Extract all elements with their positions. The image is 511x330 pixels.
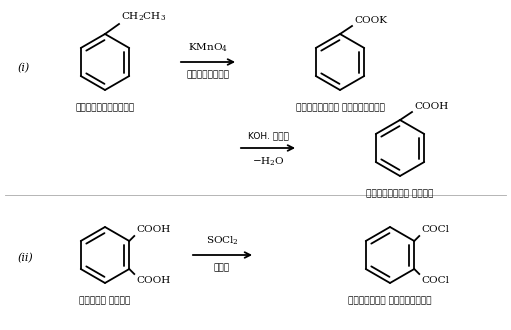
Text: $\mathregular{KMnO_4}$: $\mathregular{KMnO_4}$: [188, 42, 228, 54]
Text: COOH: COOH: [414, 102, 448, 111]
Text: COCl: COCl: [421, 225, 449, 234]
Text: COOK: COOK: [354, 16, 387, 25]
Text: ऑक्सीकरण: ऑक्सीकरण: [187, 70, 229, 79]
Text: (i): (i): [18, 63, 30, 73]
Text: एथिलबेन्जीन: एथिलबेन्जीन: [76, 103, 134, 112]
Text: ताप: ताप: [214, 263, 230, 272]
Text: $\mathregular{CH_2CH_3}$: $\mathregular{CH_2CH_3}$: [121, 11, 166, 23]
Text: थायोनिल क्लोराइड: थायोनिल क्लोराइड: [349, 296, 432, 305]
Text: $\mathregular{-H_2O}$: $\mathregular{-H_2O}$: [251, 156, 284, 169]
Text: KOH. ताप: KOH. ताप: [247, 131, 288, 140]
Text: बेन्जोइक अम्ल: बेन्जोइक अम्ल: [366, 189, 434, 198]
Text: COOH: COOH: [136, 276, 171, 285]
Text: $\mathregular{SOCl_2}$: $\mathregular{SOCl_2}$: [205, 235, 239, 247]
Text: (ii): (ii): [18, 253, 34, 263]
Text: COCl: COCl: [421, 276, 449, 285]
Text: पोटैशियम बेन्जोएट: पोटैशियम बेन्जोएट: [295, 103, 384, 112]
Text: COOH: COOH: [136, 225, 171, 234]
Text: थैलिक अम्ल: थैलिक अम्ल: [79, 296, 131, 305]
